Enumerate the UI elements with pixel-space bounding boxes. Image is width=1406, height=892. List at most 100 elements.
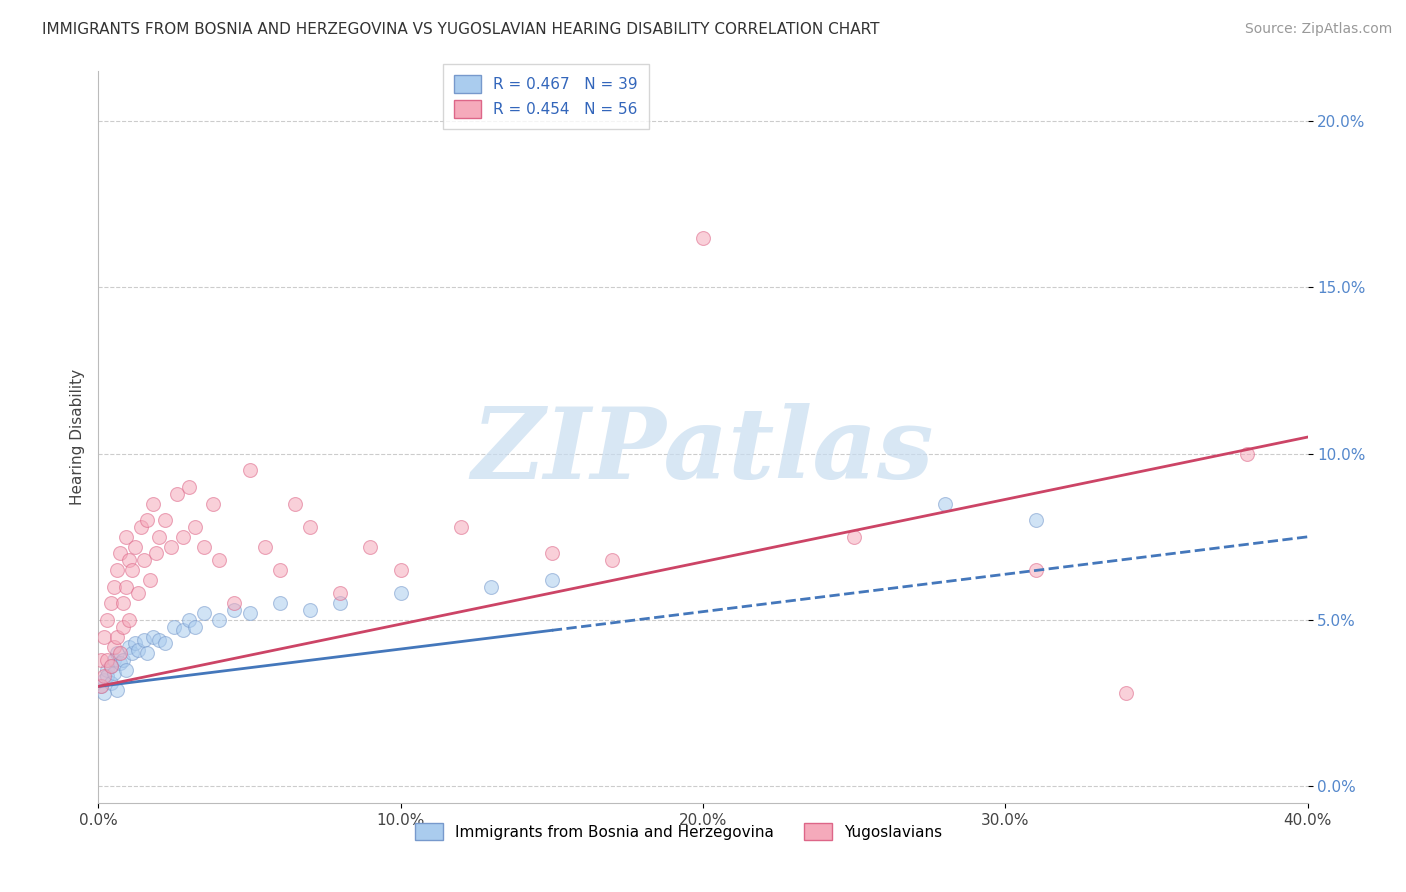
Point xyxy=(269,596,291,610)
Point xyxy=(153,636,176,650)
Point xyxy=(844,530,866,544)
Point xyxy=(132,553,155,567)
Point xyxy=(389,586,412,600)
Point xyxy=(135,646,157,660)
Point xyxy=(179,613,201,627)
Point xyxy=(118,640,141,654)
Text: ZIPatlas: ZIPatlas xyxy=(472,403,934,500)
Point xyxy=(100,676,122,690)
Point xyxy=(389,563,412,577)
Point xyxy=(108,546,131,560)
Point xyxy=(114,530,136,544)
Point xyxy=(329,596,352,610)
Point xyxy=(114,580,136,594)
Point xyxy=(166,486,188,500)
Point xyxy=(284,497,307,511)
Point xyxy=(172,623,194,637)
Point xyxy=(239,463,262,477)
Point xyxy=(105,563,128,577)
Point xyxy=(540,573,562,587)
Point xyxy=(103,640,125,654)
Point xyxy=(269,563,291,577)
Point xyxy=(184,520,207,534)
Point xyxy=(93,669,115,683)
Point xyxy=(124,636,146,650)
Point xyxy=(90,680,112,694)
Point xyxy=(111,596,134,610)
Point xyxy=(105,630,128,644)
Point xyxy=(103,580,125,594)
Point xyxy=(127,586,149,600)
Point xyxy=(1024,513,1046,527)
Point xyxy=(179,480,201,494)
Point xyxy=(132,632,155,647)
Text: Source: ZipAtlas.com: Source: ZipAtlas.com xyxy=(1244,22,1392,37)
Text: IMMIGRANTS FROM BOSNIA AND HERZEGOVINA VS YUGOSLAVIAN HEARING DISABILITY CORRELA: IMMIGRANTS FROM BOSNIA AND HERZEGOVINA V… xyxy=(42,22,880,37)
Point xyxy=(121,646,143,660)
Legend: Immigrants from Bosnia and Herzegovina, Yugoslavians: Immigrants from Bosnia and Herzegovina, … xyxy=(409,816,949,847)
Point xyxy=(148,530,170,544)
Point xyxy=(208,553,231,567)
Point xyxy=(299,520,322,534)
Point xyxy=(142,630,165,644)
Point xyxy=(105,646,128,660)
Point xyxy=(124,540,146,554)
Point xyxy=(93,673,115,687)
Point xyxy=(96,669,118,683)
Point xyxy=(93,630,115,644)
Point xyxy=(193,540,215,554)
Point xyxy=(96,663,118,677)
Point xyxy=(153,513,176,527)
Point xyxy=(1024,563,1046,577)
Point xyxy=(127,643,149,657)
Point xyxy=(103,653,125,667)
Point xyxy=(93,686,115,700)
Point xyxy=(202,497,225,511)
Point xyxy=(208,613,231,627)
Point xyxy=(100,659,122,673)
Point xyxy=(90,653,112,667)
Point xyxy=(108,656,131,670)
Point xyxy=(139,573,162,587)
Point xyxy=(111,619,134,633)
Point xyxy=(934,497,956,511)
Point xyxy=(148,632,170,647)
Point xyxy=(135,513,157,527)
Point xyxy=(118,613,141,627)
Point xyxy=(111,653,134,667)
Point xyxy=(239,607,262,621)
Point xyxy=(118,553,141,567)
Point xyxy=(160,540,183,554)
Point xyxy=(129,520,152,534)
Point xyxy=(692,230,714,244)
Point xyxy=(142,497,165,511)
Point xyxy=(299,603,322,617)
Point xyxy=(172,530,194,544)
Point xyxy=(540,546,562,560)
Point xyxy=(105,682,128,697)
Point xyxy=(96,613,118,627)
Point xyxy=(224,603,246,617)
Point xyxy=(602,553,624,567)
Point xyxy=(224,596,246,610)
Point xyxy=(253,540,276,554)
Y-axis label: Hearing Disability: Hearing Disability xyxy=(69,369,84,505)
Point xyxy=(121,563,143,577)
Point xyxy=(114,663,136,677)
Point xyxy=(96,653,118,667)
Point xyxy=(360,540,382,554)
Point xyxy=(100,659,122,673)
Point xyxy=(1115,686,1137,700)
Point xyxy=(184,619,207,633)
Point xyxy=(163,619,186,633)
Point xyxy=(329,586,352,600)
Point xyxy=(100,596,122,610)
Point xyxy=(450,520,472,534)
Point xyxy=(1236,447,1258,461)
Point xyxy=(90,680,112,694)
Point xyxy=(193,607,215,621)
Point xyxy=(481,580,503,594)
Point xyxy=(145,546,167,560)
Point xyxy=(108,646,131,660)
Point xyxy=(103,666,125,681)
